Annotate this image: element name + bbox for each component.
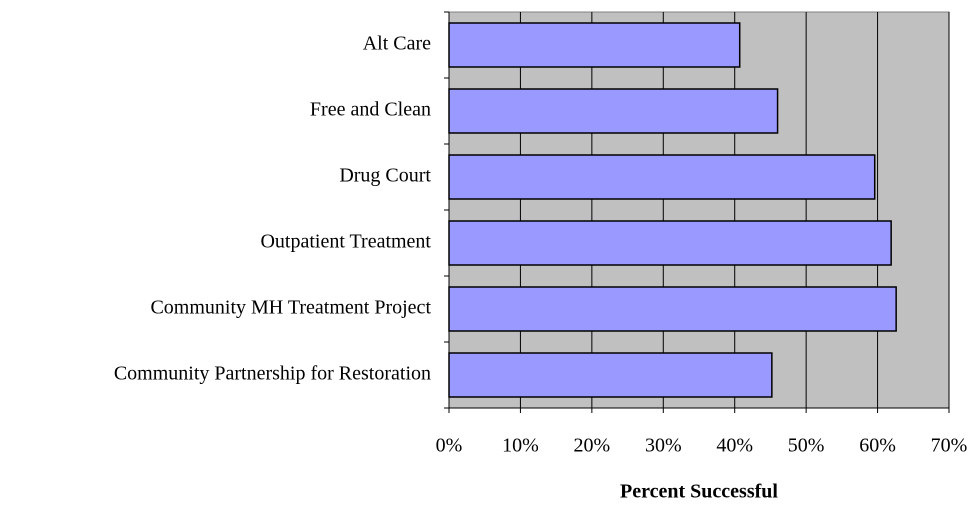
x-tick-label: 50%: [788, 435, 825, 457]
y-tick-label: Outpatient Treatment: [260, 231, 431, 253]
x-tick-label: 60%: [859, 435, 896, 457]
x-tick-label: 30%: [645, 435, 682, 457]
x-tick-label: 20%: [574, 435, 611, 457]
x-tick-label: 10%: [502, 435, 539, 457]
bar: [448, 352, 773, 398]
y-tick-label: Community Partnership for Restoration: [114, 363, 431, 385]
y-tick-label: Drug Court: [339, 165, 431, 187]
plot-background: [448, 11, 950, 409]
bar: [448, 22, 741, 68]
x-tick-label: 40%: [716, 435, 753, 457]
x-tick-label: 70%: [931, 435, 968, 457]
bar: [448, 220, 892, 266]
bar: [448, 154, 876, 200]
x-tick-label: 0%: [436, 435, 463, 457]
y-tick-label: Free and Clean: [310, 99, 431, 121]
x-axis-label: Percent Successful: [620, 481, 778, 503]
bar: [448, 88, 779, 134]
y-tick-label: Community MH Treatment Project: [150, 297, 431, 319]
y-tick-label: Alt Care: [363, 33, 431, 55]
bar: [448, 286, 897, 332]
